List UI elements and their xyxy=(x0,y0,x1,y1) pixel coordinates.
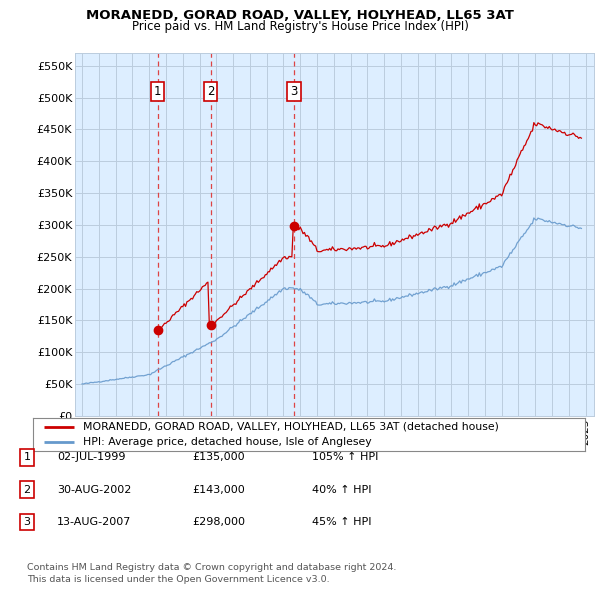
Text: 1: 1 xyxy=(23,453,31,462)
Text: 1: 1 xyxy=(154,85,161,98)
Text: 3: 3 xyxy=(290,85,298,98)
Text: £143,000: £143,000 xyxy=(192,485,245,494)
Text: 3: 3 xyxy=(23,517,31,527)
Text: 2: 2 xyxy=(207,85,214,98)
Text: MORANEDD, GORAD ROAD, VALLEY, HOLYHEAD, LL65 3AT: MORANEDD, GORAD ROAD, VALLEY, HOLYHEAD, … xyxy=(86,9,514,22)
Text: HPI: Average price, detached house, Isle of Anglesey: HPI: Average price, detached house, Isle… xyxy=(83,437,371,447)
Text: 02-JUL-1999: 02-JUL-1999 xyxy=(57,453,125,462)
Text: Contains HM Land Registry data © Crown copyright and database right 2024.: Contains HM Land Registry data © Crown c… xyxy=(27,563,397,572)
Text: 45% ↑ HPI: 45% ↑ HPI xyxy=(312,517,371,527)
Text: £298,000: £298,000 xyxy=(192,517,245,527)
Text: This data is licensed under the Open Government Licence v3.0.: This data is licensed under the Open Gov… xyxy=(27,575,329,584)
Text: 30-AUG-2002: 30-AUG-2002 xyxy=(57,485,131,494)
Text: MORANEDD, GORAD ROAD, VALLEY, HOLYHEAD, LL65 3AT (detached house): MORANEDD, GORAD ROAD, VALLEY, HOLYHEAD, … xyxy=(83,422,499,432)
Text: 2: 2 xyxy=(23,485,31,494)
Text: Price paid vs. HM Land Registry's House Price Index (HPI): Price paid vs. HM Land Registry's House … xyxy=(131,20,469,33)
Text: £135,000: £135,000 xyxy=(192,453,245,462)
Text: 13-AUG-2007: 13-AUG-2007 xyxy=(57,517,131,527)
Text: 40% ↑ HPI: 40% ↑ HPI xyxy=(312,485,371,494)
Text: 105% ↑ HPI: 105% ↑ HPI xyxy=(312,453,379,462)
